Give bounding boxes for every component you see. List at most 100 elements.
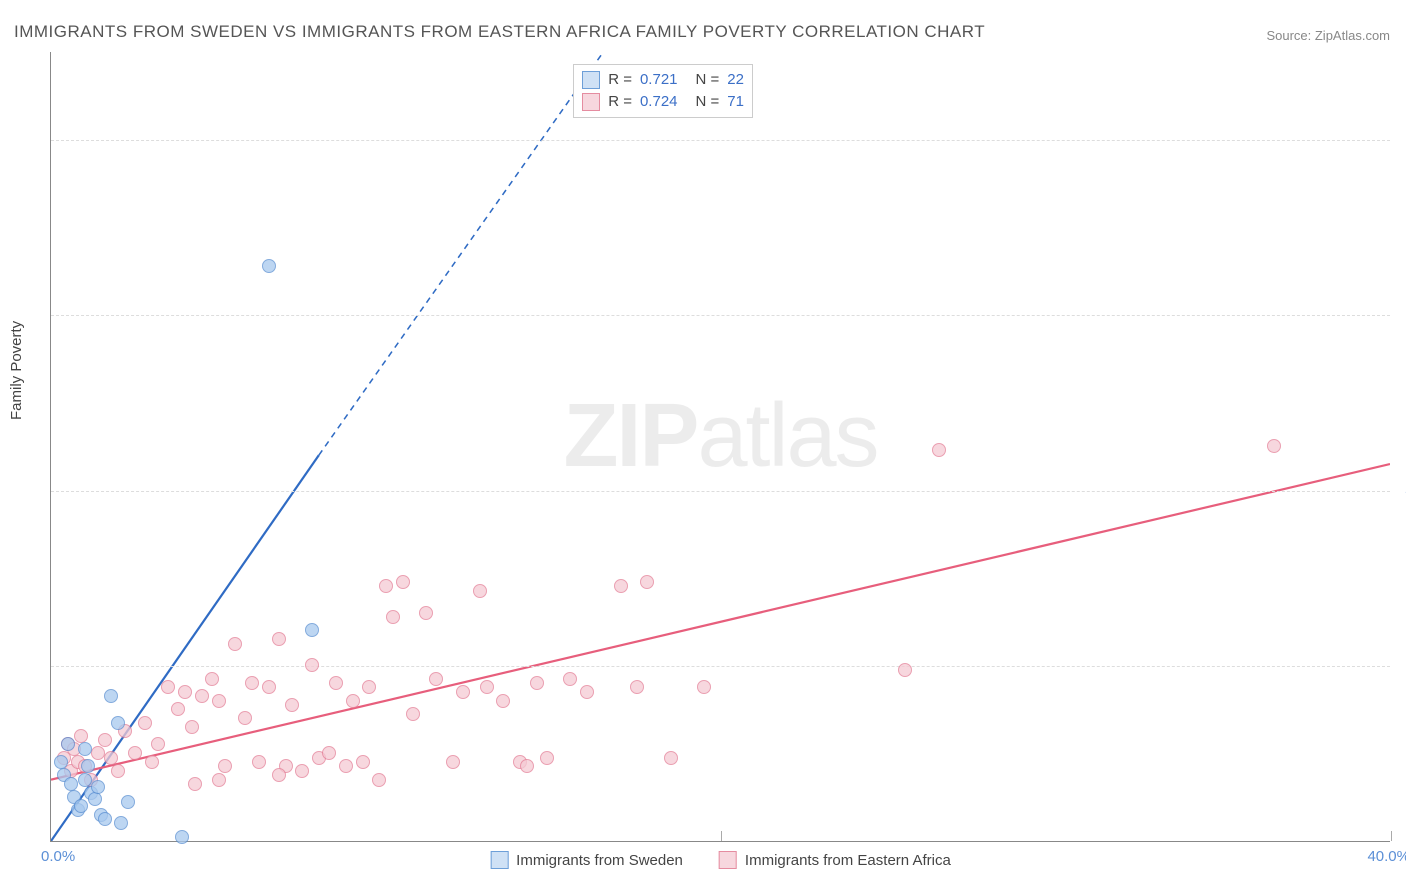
data-point: [406, 707, 420, 721]
data-point: [91, 746, 105, 760]
n-label: N =: [696, 71, 720, 88]
data-point: [285, 698, 299, 712]
data-point: [356, 755, 370, 769]
data-point: [81, 759, 95, 773]
data-point: [74, 799, 88, 813]
data-point: [429, 672, 443, 686]
data-point: [322, 746, 336, 760]
data-point: [630, 680, 644, 694]
legend-swatch: [490, 851, 508, 869]
x-axis-end-tick: 40.0%: [1367, 848, 1406, 865]
data-point: [272, 768, 286, 782]
data-point: [496, 694, 510, 708]
data-point: [195, 689, 209, 703]
x-axis-tick-mark: [721, 831, 722, 841]
gridline-h: [51, 491, 1390, 492]
gridline-h: [51, 140, 1390, 141]
data-point: [178, 685, 192, 699]
data-point: [104, 689, 118, 703]
r-value: 0.721: [640, 71, 678, 88]
data-point: [329, 676, 343, 690]
data-point: [252, 755, 266, 769]
watermark: ZIPatlas: [563, 385, 877, 488]
data-point: [74, 729, 88, 743]
data-point: [78, 773, 92, 787]
data-point: [91, 780, 105, 794]
legend-swatch: [582, 93, 600, 111]
data-point: [473, 584, 487, 598]
data-point: [212, 694, 226, 708]
chart-title: IMMIGRANTS FROM SWEDEN VS IMMIGRANTS FRO…: [14, 22, 985, 42]
data-point: [305, 623, 319, 637]
data-point: [64, 777, 78, 791]
data-point: [540, 751, 554, 765]
legend-label: Immigrants from Sweden: [516, 852, 683, 869]
data-point: [212, 773, 226, 787]
data-point: [372, 773, 386, 787]
r-label: R =: [608, 93, 632, 110]
trend-lines-svg: [51, 52, 1390, 841]
data-point: [1267, 439, 1281, 453]
legend-item: Immigrants from Sweden: [490, 851, 683, 869]
data-point: [114, 816, 128, 830]
series-legend: Immigrants from Sweden Immigrants from Ea…: [490, 851, 951, 869]
data-point: [456, 685, 470, 699]
data-point: [262, 259, 276, 273]
correlation-legend: R = 0.721 N = 22 R = 0.724 N = 71: [573, 64, 753, 118]
data-point: [175, 830, 189, 844]
data-point: [305, 658, 319, 672]
data-point: [563, 672, 577, 686]
data-point: [295, 764, 309, 778]
legend-swatch: [582, 71, 600, 89]
data-point: [138, 716, 152, 730]
gridline-h: [51, 666, 1390, 667]
gridline-h: [51, 315, 1390, 316]
data-point: [697, 680, 711, 694]
n-label: N =: [696, 93, 720, 110]
data-point: [54, 755, 68, 769]
n-value: 71: [727, 93, 744, 110]
data-point: [121, 795, 135, 809]
data-point: [520, 759, 534, 773]
data-point: [161, 680, 175, 694]
data-point: [932, 443, 946, 457]
r-value: 0.724: [640, 93, 678, 110]
source-label: Source: ZipAtlas.com: [1266, 28, 1390, 43]
data-point: [898, 663, 912, 677]
legend-item: Immigrants from Eastern Africa: [719, 851, 951, 869]
legend-label: Immigrants from Eastern Africa: [745, 852, 951, 869]
data-point: [188, 777, 202, 791]
data-point: [530, 676, 544, 690]
data-point: [238, 711, 252, 725]
data-point: [171, 702, 185, 716]
data-point: [98, 812, 112, 826]
correlation-row: R = 0.724 N = 71: [582, 91, 744, 113]
n-value: 22: [727, 71, 744, 88]
data-point: [640, 575, 654, 589]
data-point: [379, 579, 393, 593]
watermark-bold: ZIP: [563, 386, 697, 486]
data-point: [396, 575, 410, 589]
trendline-solid: [51, 464, 1390, 780]
chart-plot-area: ZIPatlas R =0.721N =22R =0.724N =71 0.0%…: [50, 52, 1390, 842]
data-point: [386, 610, 400, 624]
legend-swatch: [719, 851, 737, 869]
x-axis-start-tick: 0.0%: [41, 848, 75, 865]
watermark-light: atlas: [697, 386, 877, 486]
data-point: [614, 579, 628, 593]
data-point: [185, 720, 199, 734]
data-point: [104, 751, 118, 765]
data-point: [98, 733, 112, 747]
data-point: [262, 680, 276, 694]
data-point: [580, 685, 594, 699]
x-axis-tick-mark: [1391, 831, 1392, 841]
data-point: [111, 716, 125, 730]
data-point: [446, 755, 460, 769]
correlation-row: R = 0.721 N = 22: [582, 69, 744, 91]
r-label: R =: [608, 71, 632, 88]
data-point: [245, 676, 259, 690]
data-point: [78, 742, 92, 756]
data-point: [218, 759, 232, 773]
trendline-dashed: [319, 52, 604, 455]
data-point: [362, 680, 376, 694]
